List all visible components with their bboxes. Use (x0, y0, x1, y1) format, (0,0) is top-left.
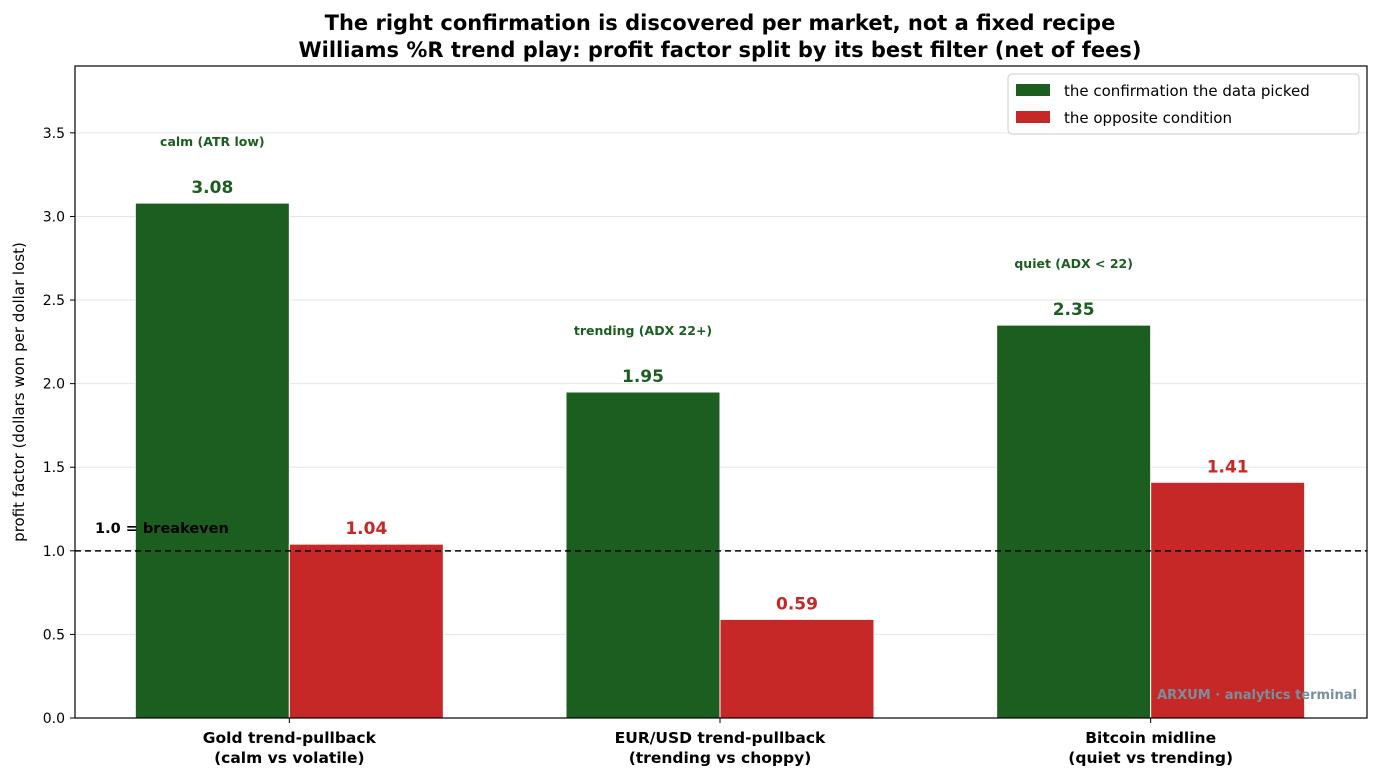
y-tick-label: 2.0 (43, 377, 65, 393)
breakeven-label: 1.0 = breakeven (95, 521, 229, 537)
y-tick-label: 3.0 (43, 209, 65, 225)
plot-area-frame (74, 65, 1368, 719)
filter-note: quiet (ADX < 22) (1014, 256, 1133, 271)
y-tick-label: 0.0 (43, 711, 65, 727)
y-tick-label: 3.5 (43, 126, 65, 142)
bar-picked-confirmation (565, 391, 721, 719)
bar-opposite-condition (1150, 481, 1306, 719)
x-category-label: Gold trend-pullback (203, 729, 377, 747)
value-labels: 3.08 1.04 calm (ATR low) 1.95 0.59 trending (… (160, 134, 1249, 614)
bar-value-label: 1.95 (622, 367, 664, 387)
legend-label-opposite: the opposite condition (1064, 109, 1232, 127)
bars (134, 202, 1306, 719)
y-tick-label: 1.0 (43, 544, 65, 560)
legend-swatch-opposite (1016, 111, 1050, 123)
x-category-label: (quiet vs trending) (1068, 749, 1233, 767)
y-tick-label: 0.5 (43, 627, 65, 643)
bar-opposite-condition (288, 543, 444, 719)
chart-title: The right confirmation is discovered per… (325, 11, 1116, 35)
x-axis-ticks: Gold trend-pullback (calm vs volatile) EUR… (203, 718, 1233, 767)
filter-note: calm (ATR low) (160, 134, 265, 149)
chart-subtitle: Williams %R trend play: profit factor sp… (299, 38, 1142, 62)
y-axis-label: profit factor (dollars won per dollar lo… (10, 242, 28, 542)
x-category-label: Bitcoin midline (1085, 729, 1216, 747)
legend-label-picked: the confirmation the data picked (1064, 82, 1310, 100)
bar-value-label: 1.04 (345, 519, 387, 539)
bar-picked-confirmation (134, 202, 290, 719)
bar-value-label: 1.41 (1207, 457, 1249, 477)
breakeven-line-group: 1.0 = breakeven (75, 521, 1367, 552)
filter-note: trending (ADX 22+) (574, 323, 712, 338)
y-axis-ticks: 0.0 0.5 1.0 1.5 2.0 2.5 3.0 3.5 (43, 126, 75, 727)
bar-opposite-condition (719, 618, 875, 719)
legend-frame (1007, 73, 1360, 135)
bar-value-label: 2.35 (1053, 300, 1095, 320)
bar-value-label: 3.08 (191, 178, 233, 198)
y-tick-label: 2.5 (43, 293, 65, 309)
bar-picked-confirmation (996, 324, 1152, 719)
x-category-label: EUR/USD trend-pullback (615, 729, 826, 747)
legend: the confirmation the data picked the opp… (1007, 73, 1360, 135)
y-tick-label: 1.5 (43, 460, 65, 476)
bar-value-label: 0.59 (776, 594, 818, 614)
x-category-label: (calm vs volatile) (214, 749, 364, 767)
watermark: ARXUM · analytics terminal (1157, 688, 1357, 703)
legend-swatch-picked (1016, 84, 1050, 96)
x-category-label: (trending vs choppy) (629, 749, 812, 767)
